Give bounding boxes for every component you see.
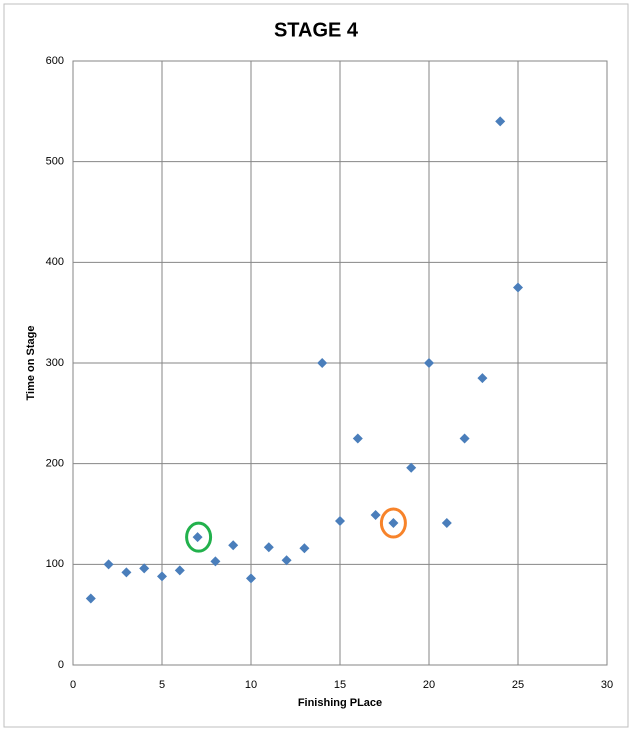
data-point	[335, 516, 345, 527]
x-tick-label: 25	[512, 679, 524, 691]
data-point	[228, 540, 239, 551]
data-point	[477, 373, 488, 384]
data-point	[139, 563, 150, 574]
data-point	[174, 565, 185, 576]
highlight-circle	[185, 521, 213, 553]
data-point	[459, 433, 470, 444]
chart-title: STAGE 4	[274, 19, 359, 41]
data-point	[299, 543, 310, 554]
data-point	[103, 559, 114, 570]
data-point	[388, 518, 399, 529]
data-point	[157, 571, 167, 582]
y-tick-label: 400	[46, 256, 64, 268]
y-tick-label: 200	[46, 458, 64, 470]
plot-border	[72, 60, 608, 666]
data-point	[263, 542, 274, 553]
x-tick-label: 20	[423, 679, 435, 691]
x-tick-label: 0	[70, 679, 76, 691]
data-point	[424, 358, 434, 368]
y-tick-label: 500	[46, 156, 64, 168]
x-tick-label: 10	[245, 679, 257, 691]
chart-frame	[3, 3, 629, 728]
data-point	[192, 532, 203, 543]
y-tick-label: 0	[58, 659, 64, 671]
data-point	[281, 555, 292, 566]
y-tick-label: 300	[46, 357, 64, 369]
data-point	[370, 510, 381, 521]
data-point	[352, 433, 363, 444]
x-tick-label: 15	[334, 679, 346, 691]
data-point	[246, 573, 256, 584]
y-axis-label: Time on Stage	[25, 326, 37, 401]
data-point	[495, 116, 506, 127]
x-axis-label: Finishing PLace	[298, 697, 382, 709]
data-point	[513, 282, 523, 293]
data-point	[317, 358, 328, 368]
y-tick-label: 100	[46, 558, 64, 570]
data-point	[121, 567, 132, 578]
data-point	[210, 556, 221, 567]
highlight-circle	[379, 507, 407, 539]
x-tick-label: 30	[601, 679, 613, 691]
data-point	[406, 462, 417, 473]
x-tick-label: 5	[159, 679, 165, 691]
data-point	[85, 593, 96, 604]
data-point	[441, 518, 452, 529]
y-tick-label: 600	[46, 55, 64, 67]
